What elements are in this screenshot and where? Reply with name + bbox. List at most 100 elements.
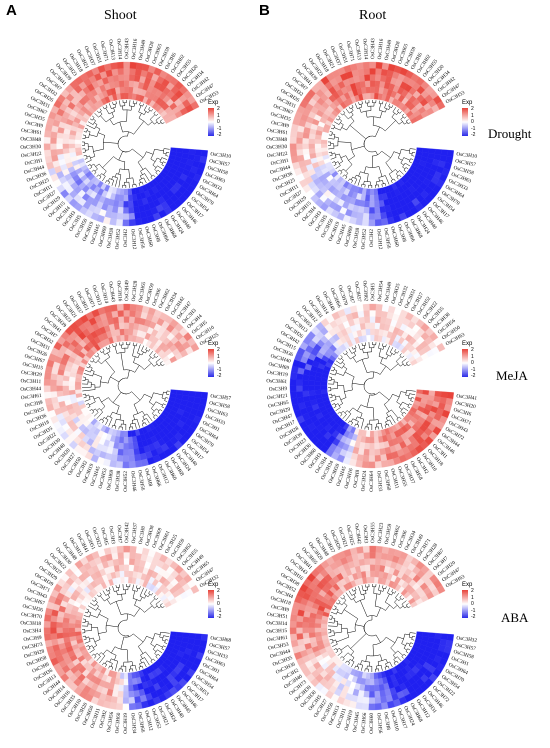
gene-label: OsC3H66 — [360, 712, 368, 734]
heatmap-cell — [289, 627, 297, 635]
heatmap-cell — [363, 448, 370, 456]
heatmap-cell — [365, 328, 371, 336]
heatmap-cell — [123, 68, 131, 75]
heatmap-cell — [440, 391, 448, 399]
heatmap-cell — [308, 148, 316, 154]
heatmap-cell — [117, 448, 124, 456]
heatmap-cell — [56, 632, 64, 639]
gene-label: OsC3H43 — [124, 38, 130, 59]
heatmap-cell — [132, 684, 139, 692]
heatmap-cell — [62, 390, 70, 396]
heatmap-cell — [133, 690, 140, 698]
heatmap-cell — [200, 149, 208, 158]
heatmap-cell — [369, 558, 376, 565]
gene-label: OsC3H9 — [270, 604, 289, 614]
heatmap-cell — [290, 614, 298, 622]
heatmap-cell — [369, 68, 377, 75]
heatmap-cell — [370, 86, 376, 94]
heatmap-cell — [436, 342, 446, 352]
heatmap-cell — [113, 322, 120, 330]
heatmap-cell — [116, 696, 124, 704]
heatmap-cell — [118, 74, 125, 82]
legend-tick: 1 — [217, 353, 220, 360]
heatmap-cell — [368, 455, 375, 462]
condition-label-aba: ABA — [501, 610, 529, 625]
heatmap-cell — [290, 372, 298, 380]
heatmap-cell — [289, 620, 297, 628]
heatmap-cell — [74, 139, 82, 144]
heatmap-cell — [129, 558, 136, 566]
heatmap-cell — [314, 380, 322, 386]
heatmap-cell — [436, 100, 446, 110]
heatmap-cell — [370, 334, 375, 342]
gene-label: OsC3H23 — [377, 522, 385, 544]
legend-shoot-aba: Exp 2 1 0 -1 -2 — [208, 582, 238, 620]
gene-label: OsC3H8 — [143, 468, 153, 487]
heatmap-cell — [357, 68, 365, 76]
heatmap-cell — [120, 334, 125, 342]
heatmap-cell — [117, 68, 125, 75]
heatmap-cell — [373, 200, 380, 208]
heatmap-cell — [129, 61, 137, 69]
heatmap-cell — [118, 558, 125, 566]
heatmap-cell — [43, 143, 51, 151]
legend-tick: -1 — [217, 366, 222, 373]
heatmap-cell — [290, 391, 298, 399]
heatmap-cell — [373, 442, 380, 450]
gene-label: OsC3H61 — [266, 378, 287, 385]
gene-label: OsC3H44 — [20, 386, 41, 393]
gene-label: OsC3H8 — [382, 711, 391, 730]
heatmap-cell — [74, 147, 82, 153]
gene-label: OsC3H42 — [353, 523, 362, 545]
gene-label: OsC3H4 — [23, 628, 42, 635]
gene-label: OsC3H48 — [20, 136, 41, 143]
heatmap-cell — [62, 380, 70, 386]
heatmap-cell — [296, 385, 303, 392]
heatmap-cell — [123, 322, 130, 329]
heatmap-cell — [74, 381, 82, 386]
heatmap-cell — [369, 552, 377, 559]
gene-label: OsC3H57 — [455, 642, 477, 652]
heatmap-cell — [56, 390, 64, 397]
heatmap-cell — [50, 379, 57, 386]
heatmap-cell — [132, 200, 139, 208]
heatmap-cell — [368, 697, 375, 704]
panel-label-a: A — [6, 2, 17, 19]
heatmap-cell — [117, 206, 124, 214]
heatmap-cell — [123, 74, 130, 81]
heatmap-cell — [379, 690, 386, 698]
heatmap-cell — [302, 632, 310, 639]
heatmap-cell — [68, 622, 76, 628]
heatmap-cell — [380, 460, 389, 468]
heatmap-cell — [50, 632, 58, 640]
heatmap-cell — [369, 685, 375, 692]
gene-label: OsC3H8 — [352, 469, 361, 488]
heatmap-cell — [374, 697, 382, 704]
gene-label: OsC3H49 — [384, 39, 394, 61]
heatmap-cell — [369, 194, 375, 202]
gene-label: OsC3H20 — [455, 400, 477, 410]
legend-title: Exp — [208, 582, 219, 588]
gene-label: OsC3H14 — [361, 38, 368, 60]
gene-label: OsC3H61 — [267, 635, 289, 643]
condition-label-drought: Drought — [488, 126, 532, 141]
legend-tick: 0 — [471, 119, 474, 125]
heatmap-cell — [111, 68, 119, 76]
gene-label: OsC3H6 — [453, 407, 473, 418]
heatmap-shoot-drought: OsC3H10 OsC3H57 OsC3H58 OsC3H63 OsC3H33 OsC3H… — [10, 28, 242, 260]
heatmap-cell — [373, 684, 380, 692]
gene-label: OsC3H53 — [98, 467, 109, 489]
heatmap-cell — [116, 545, 124, 553]
legend-tick: 2 — [471, 347, 474, 353]
legend-root-meja: Exp 2 1 0 -1 -2 — [462, 341, 492, 379]
gene-label: OsC3H60 — [389, 226, 400, 248]
legend-tick: 0 — [471, 360, 474, 366]
gene-label: OsC3H30 — [20, 144, 41, 151]
gene-label: OsC3H14 — [266, 620, 287, 627]
heatmap-cell — [113, 564, 120, 572]
heatmap-cell — [44, 391, 52, 399]
heatmap-cell — [124, 570, 130, 578]
legend-color-bar — [208, 108, 214, 136]
heatmap-cell — [362, 212, 370, 220]
gene-label: OsC3H35 — [24, 111, 46, 123]
